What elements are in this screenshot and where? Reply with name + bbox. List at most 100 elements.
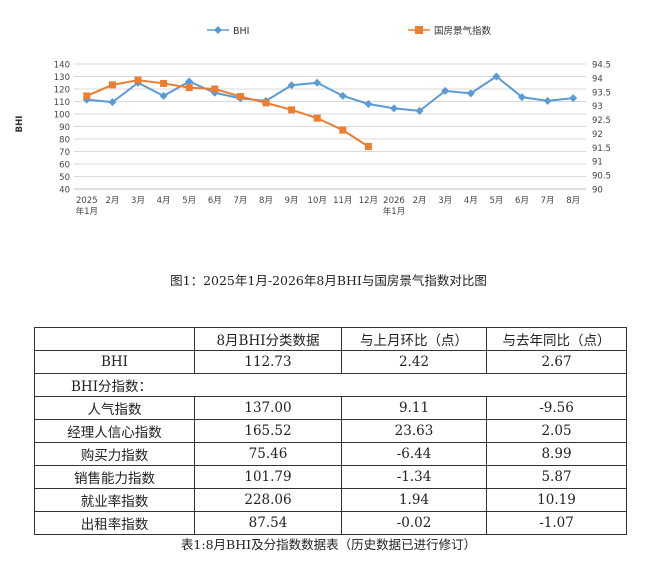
x-tick-label: 7月	[541, 196, 555, 206]
data-point-bhi	[441, 86, 450, 95]
row-value: 101.79	[194, 465, 342, 489]
right-tick-label: 94	[592, 74, 603, 84]
left-tick-label: 130	[54, 73, 70, 83]
series-lines	[86, 75, 574, 148]
data-point-bhi	[313, 78, 322, 87]
right-tick-label: 93	[592, 102, 603, 112]
header-cell: 8月BHI分类数据	[194, 327, 342, 351]
x-tick-label: 11月	[333, 196, 352, 206]
right-tick-label: 90	[592, 186, 603, 196]
data-point-housing	[83, 92, 91, 100]
row-yoy: 5.87	[486, 465, 627, 489]
section-label: BHI分指数：	[34, 373, 627, 397]
row-mom: -6.44	[341, 442, 487, 466]
data-point-housing	[185, 84, 193, 92]
data-point-housing	[134, 76, 142, 84]
row-value: 228.06	[194, 488, 342, 512]
data-point-bhi	[364, 100, 373, 108]
data-point-bhi	[108, 98, 117, 107]
row-yoy: 10.19	[486, 488, 627, 512]
right-tick-label: 92	[592, 130, 603, 140]
row-mom: 23.63	[341, 419, 487, 443]
right-axis-ticks: 90 90.5 91 91.5 92 92.5 93 93.5 94 94.5	[592, 61, 611, 196]
legend-bhi-label: BHI	[233, 26, 249, 37]
x-tick-label: 3月	[438, 196, 452, 206]
x-tick-label: 10月	[308, 196, 327, 206]
legend-housing-label: 国房景气指数	[434, 25, 492, 37]
header-cell: 与上月环比（点）	[341, 327, 487, 351]
left-tick-label: 60	[59, 161, 70, 171]
left-tick-label: 40	[59, 186, 70, 196]
legend-bhi-marker	[214, 26, 222, 34]
row-name: BHI	[34, 350, 195, 374]
data-point-bhi	[466, 89, 475, 98]
x-tick-label: 年1月	[76, 206, 98, 217]
left-tick-label: 110	[54, 98, 70, 108]
row-mom: -0.02	[341, 511, 487, 535]
data-point-bhi	[185, 77, 194, 86]
header-cell	[34, 327, 195, 351]
row-name: 就业率指数	[34, 488, 195, 512]
data-point-housing	[313, 114, 321, 122]
table-row: 就业率指数 228.06 1.94 10.19	[34, 488, 627, 512]
row-yoy: -1.07	[486, 511, 627, 535]
right-tick-label: 91.5	[592, 144, 611, 154]
row-name: 人气指数	[34, 396, 195, 420]
right-tick-label: 93.5	[592, 88, 611, 98]
y-axis-label: BHI	[15, 116, 25, 133]
row-name: 销售能力指数	[34, 465, 195, 489]
left-tick-label: 100	[54, 111, 70, 121]
x-tick-label: 6月	[208, 196, 222, 206]
x-tick-label: 2月	[413, 196, 427, 206]
table-row: 销售能力指数 101.79 -1.34 5.87	[34, 465, 627, 489]
table-header-row: 8月BHI分类数据 与上月环比（点） 与去年同比（点）	[34, 327, 627, 351]
x-tick-label: 5月	[182, 196, 196, 206]
left-axis-ticks: 40 50 60 70 80 90 100 110 120 130 140	[54, 61, 70, 196]
row-yoy: 2.05	[486, 419, 627, 443]
x-tick-label: 2月	[105, 196, 119, 206]
left-tick-label: 80	[59, 136, 70, 146]
data-point-housing	[364, 143, 372, 150]
row-value: 137.00	[194, 396, 342, 420]
left-tick-label: 90	[59, 123, 70, 133]
data-point-housing	[108, 81, 116, 89]
data-point-bhi	[338, 91, 347, 100]
series-line-1	[86, 79, 369, 148]
table-section-row: BHI分指数：	[34, 373, 627, 397]
x-tick-label: 9月	[285, 196, 299, 206]
header-cell: 与去年同比（点）	[486, 327, 627, 351]
data-point-housing	[339, 126, 347, 134]
table-caption: 表1:8月BHI及分指数数据表（历史数据已进行修订）	[180, 537, 477, 552]
left-tick-label: 70	[59, 148, 70, 158]
data-point-bhi	[518, 93, 526, 102]
x-tick-label: 年1月	[383, 206, 405, 217]
right-tick-label: 92.5	[592, 116, 611, 126]
row-value: 165.52	[194, 419, 342, 443]
row-yoy: -9.56	[486, 396, 627, 420]
data-point-housing	[211, 85, 219, 93]
row-name: 经理人信心指数	[34, 419, 195, 443]
x-tick-label: 2025	[76, 196, 98, 206]
bhi-comparison-chart: BHI 国房景气指数 BHI 40 50 60 70 80 90 100 110 120 130 1…	[15, 25, 611, 217]
left-tick-label: 50	[59, 173, 70, 183]
row-value: 87.54	[194, 511, 342, 535]
x-tick-label: 6月	[515, 196, 529, 206]
chart-legend: BHI 国房景气指数	[207, 25, 492, 37]
right-tick-label: 90.5	[592, 172, 611, 182]
row-name: 出租率指数	[34, 511, 195, 535]
row-value: 75.46	[194, 442, 342, 466]
x-tick-label: 7月	[233, 196, 247, 206]
x-tick-label: 3月	[131, 196, 145, 206]
data-point-bhi	[287, 81, 296, 90]
bhi-data-table: 8月BHI分类数据 与上月环比（点） 与去年同比（点） BHI 112.73 2…	[34, 327, 627, 535]
data-point-bhi	[543, 96, 552, 105]
data-point-housing	[288, 106, 296, 114]
right-tick-label: 91	[592, 158, 603, 168]
x-tick-label: 5月	[489, 196, 503, 206]
table-row: 人气指数 137.00 9.11 -9.56	[34, 396, 627, 420]
x-tick-label: 4月	[157, 196, 171, 206]
x-tick-label: 8月	[566, 196, 580, 206]
row-mom: 9.11	[341, 396, 487, 420]
row-mom: -1.34	[341, 465, 487, 489]
left-tick-label: 140	[54, 61, 70, 71]
